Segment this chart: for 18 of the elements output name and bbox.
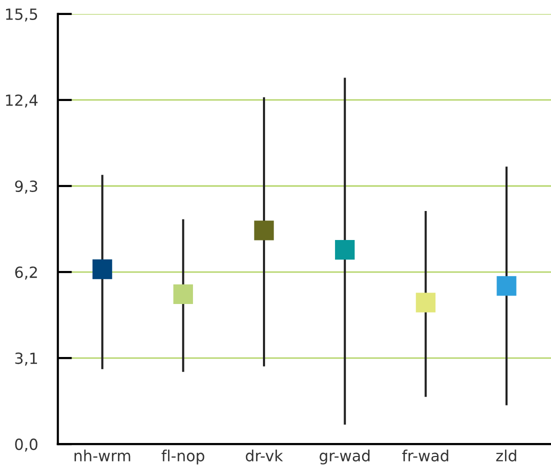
x-tick-label: fl-nop	[162, 450, 204, 464]
point	[254, 220, 274, 240]
y-tick-label: 15,5	[6, 8, 38, 22]
y-tick-label: 3,1	[15, 352, 37, 366]
y-tick-label: 6,2	[15, 266, 37, 280]
x-tick-label: nh-wrm	[74, 450, 130, 462]
y-tick-label: 12,4	[6, 94, 38, 108]
point	[173, 284, 193, 304]
point	[92, 259, 112, 280]
point	[416, 292, 436, 312]
y-tick-label: 9,3	[15, 180, 38, 194]
point	[496, 276, 516, 296]
x-tick-label: dr-vk	[246, 450, 283, 462]
x-tick-label: fr-wad	[402, 450, 448, 462]
x-tick-label: gr-wad	[320, 450, 370, 464]
x-tick-label: zld	[496, 450, 516, 462]
point	[335, 240, 355, 260]
y-tick-label: 0,0	[15, 438, 38, 452]
